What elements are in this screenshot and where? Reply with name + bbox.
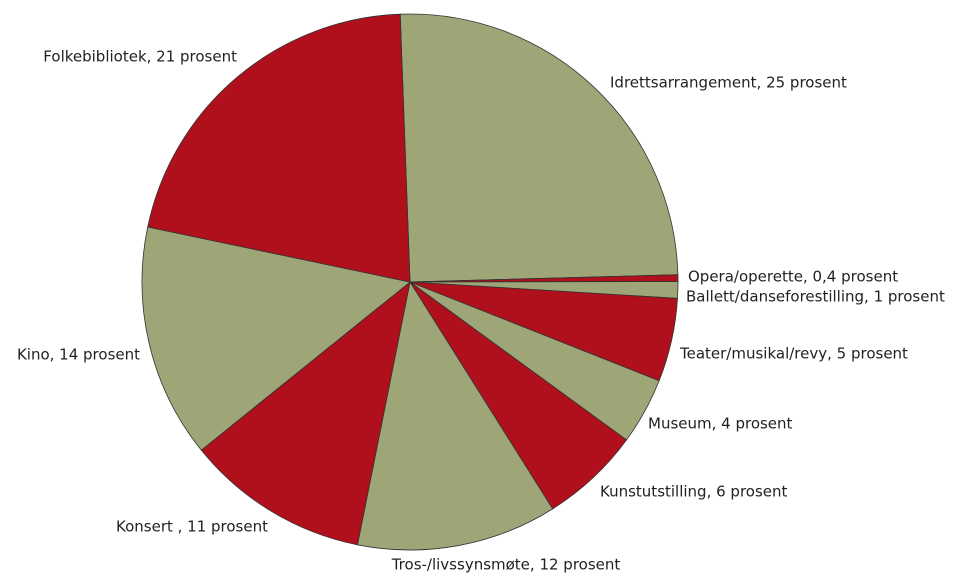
slice-label: Tros-/livssynsmøte, 12 prosent (391, 556, 621, 574)
slice-label: Teater/musikal/revy, 5 prosent (679, 345, 908, 363)
slice-label: Kunstutstilling, 6 prosent (600, 483, 788, 501)
slice-label: Kino, 14 prosent (17, 346, 140, 364)
slice-label: Opera/operette, 0,4 prosent (688, 268, 898, 286)
slice-label: Museum, 4 prosent (648, 415, 793, 433)
slice-label: Folkebibliotek, 21 prosent (43, 48, 237, 66)
pie-slice (141, 226, 411, 451)
slice-label: Konsert , 11 prosent (116, 518, 268, 536)
slice-label: Idrettsarrangement, 25 prosent (610, 74, 847, 92)
pie-slice (200, 280, 411, 546)
slice-label: Ballett/danseforestilling, 1 prosent (686, 288, 945, 306)
pie-slice (357, 280, 554, 551)
pie-slice (399, 13, 679, 283)
pie-slice (147, 13, 411, 283)
